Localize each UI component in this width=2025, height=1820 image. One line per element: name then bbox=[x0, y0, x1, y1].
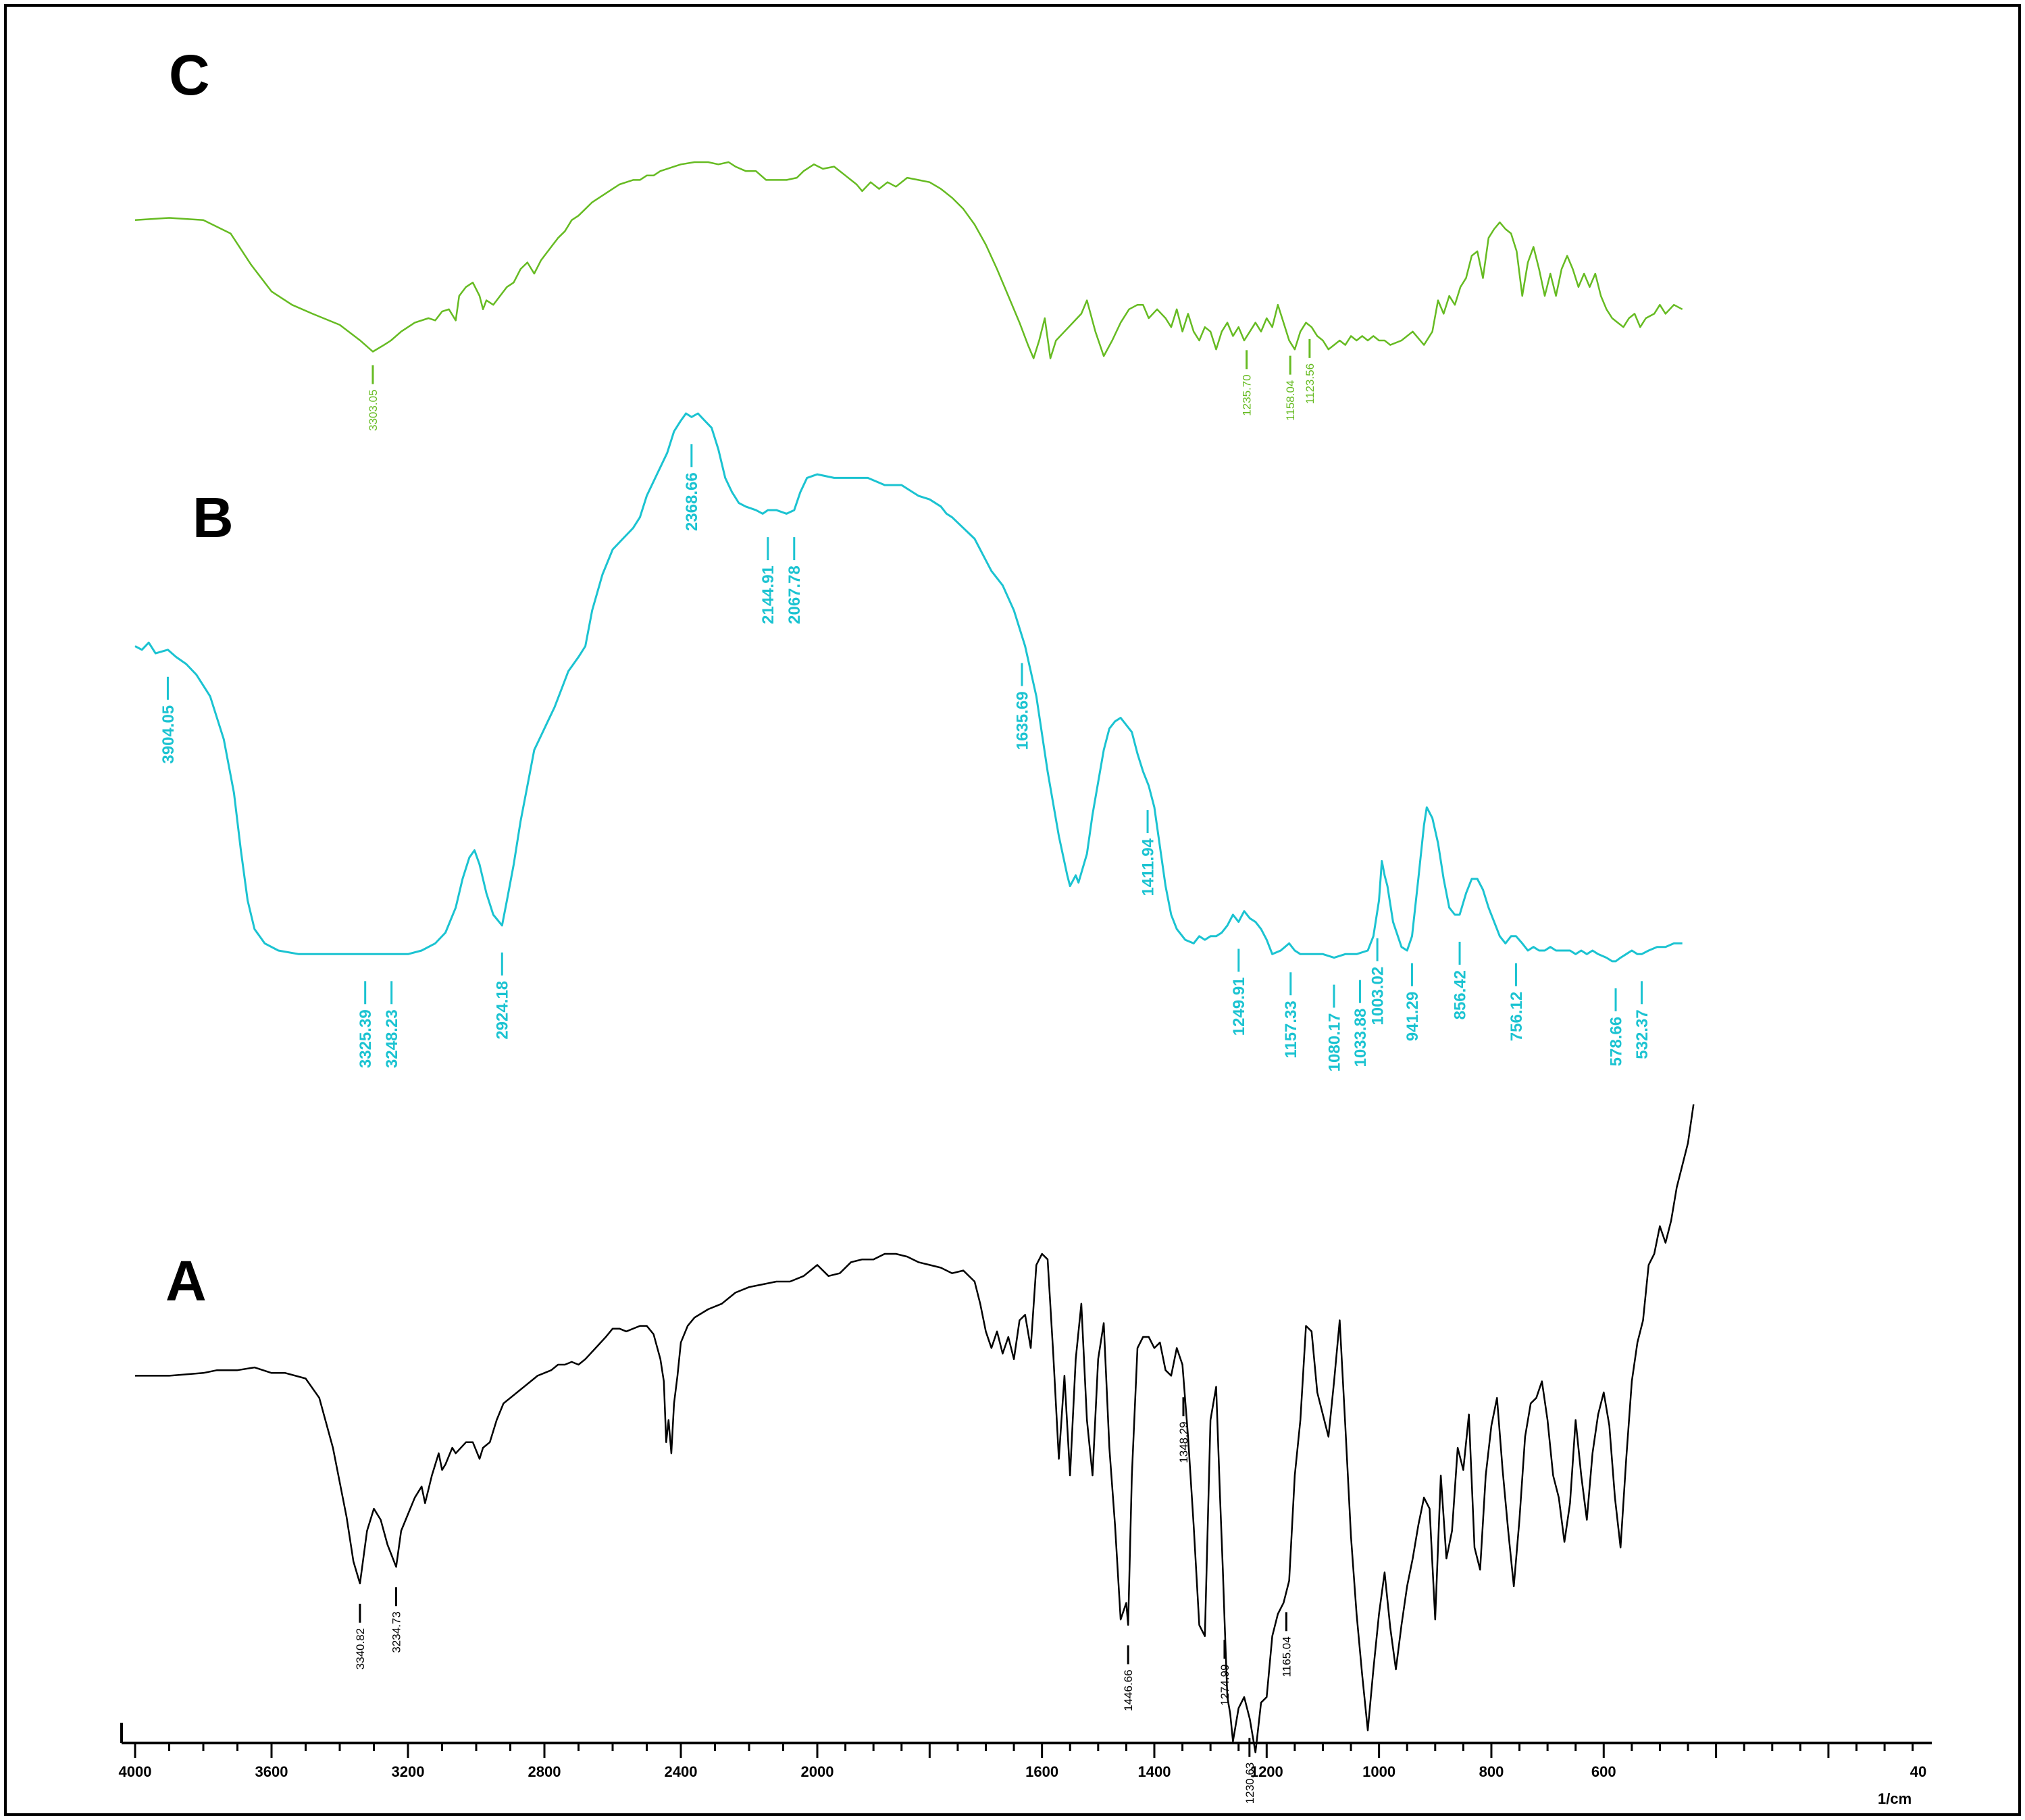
peak-label: 941.29 bbox=[1404, 992, 1422, 1041]
peak-label: 1157.33 bbox=[1282, 1001, 1300, 1058]
peak-label: 1165.04 bbox=[1280, 1636, 1293, 1677]
panel-letter-c: C bbox=[169, 43, 210, 107]
x-tick-label: 3600 bbox=[255, 1763, 288, 1780]
peak-label: 1123.56 bbox=[1304, 363, 1316, 404]
x-tick-label: 1000 bbox=[1362, 1763, 1395, 1780]
x-tick-label: 4000 bbox=[119, 1763, 152, 1780]
series-line-a bbox=[135, 1104, 1695, 1754]
panel-letter-b: B bbox=[193, 486, 234, 549]
x-tick-label: 1600 bbox=[1025, 1763, 1058, 1780]
peak-label: 1235.70 bbox=[1241, 374, 1254, 415]
peak-label: 3234.73 bbox=[390, 1611, 403, 1652]
peak-label: 532.37 bbox=[1633, 1009, 1651, 1059]
peak-label: 1003.02 bbox=[1369, 967, 1387, 1026]
spectra-lines bbox=[134, 161, 1695, 1754]
peak-label: 3325.39 bbox=[357, 1009, 375, 1068]
peak-label: 1158.04 bbox=[1284, 380, 1297, 421]
x-tick-label: 2000 bbox=[801, 1763, 834, 1780]
x-tick-label: 3200 bbox=[392, 1763, 425, 1780]
peak-label: 2924.18 bbox=[494, 981, 512, 1040]
peak-label: 1274.99 bbox=[1219, 1664, 1231, 1705]
peak-label: 1635.69 bbox=[1013, 691, 1031, 750]
x-axis-unit: 1/cm bbox=[1878, 1790, 1912, 1807]
peak-label: 756.12 bbox=[1508, 992, 1526, 1041]
peak-label: 2368.66 bbox=[683, 472, 701, 531]
x-axis: 4000 3600 3200 2800 2400 2000 1600 1400 1200 1000… bbox=[119, 1723, 1932, 1780]
figure-border bbox=[4, 4, 2021, 1816]
x-tick-label: 600 bbox=[1591, 1763, 1616, 1780]
peak-label: 1411.94 bbox=[1139, 838, 1157, 896]
x-tick-label: 40 bbox=[1910, 1763, 1926, 1780]
peak-label: 578.66 bbox=[1607, 1017, 1625, 1066]
peak-label: 1080.17 bbox=[1325, 1013, 1343, 1072]
x-tick-label: 1400 bbox=[1138, 1763, 1171, 1780]
peak-label: 1249.91 bbox=[1230, 977, 1248, 1036]
peak-label: 1230.63 bbox=[1244, 1763, 1256, 1804]
peak-label: 1348.29 bbox=[1177, 1421, 1190, 1463]
peak-label: 3340.82 bbox=[354, 1628, 367, 1669]
peak-labels: 3303.05 1235.70 1158.04 1123.56 3904.05 3325.… bbox=[159, 338, 1651, 1804]
peak-label: 1446.66 bbox=[1122, 1669, 1135, 1711]
peak-label: 3248.23 bbox=[383, 1009, 401, 1068]
peak-label: 856.42 bbox=[1451, 970, 1469, 1019]
peak-label: 2067.78 bbox=[786, 565, 804, 624]
peak-label: 2144.91 bbox=[759, 565, 777, 624]
series-line-b bbox=[134, 412, 1683, 963]
peak-label: 3904.05 bbox=[159, 705, 178, 764]
peak-label: 3303.05 bbox=[367, 390, 380, 431]
x-tick-label: 2400 bbox=[665, 1763, 698, 1780]
x-tick-label: 800 bbox=[1479, 1763, 1504, 1780]
panel-letter-a: A bbox=[165, 1249, 207, 1313]
peak-label: 1033.88 bbox=[1352, 1009, 1370, 1067]
x-tick-label: 1200 bbox=[1250, 1763, 1283, 1780]
series-line-c bbox=[134, 161, 1683, 359]
x-tick-label: 2800 bbox=[528, 1763, 561, 1780]
